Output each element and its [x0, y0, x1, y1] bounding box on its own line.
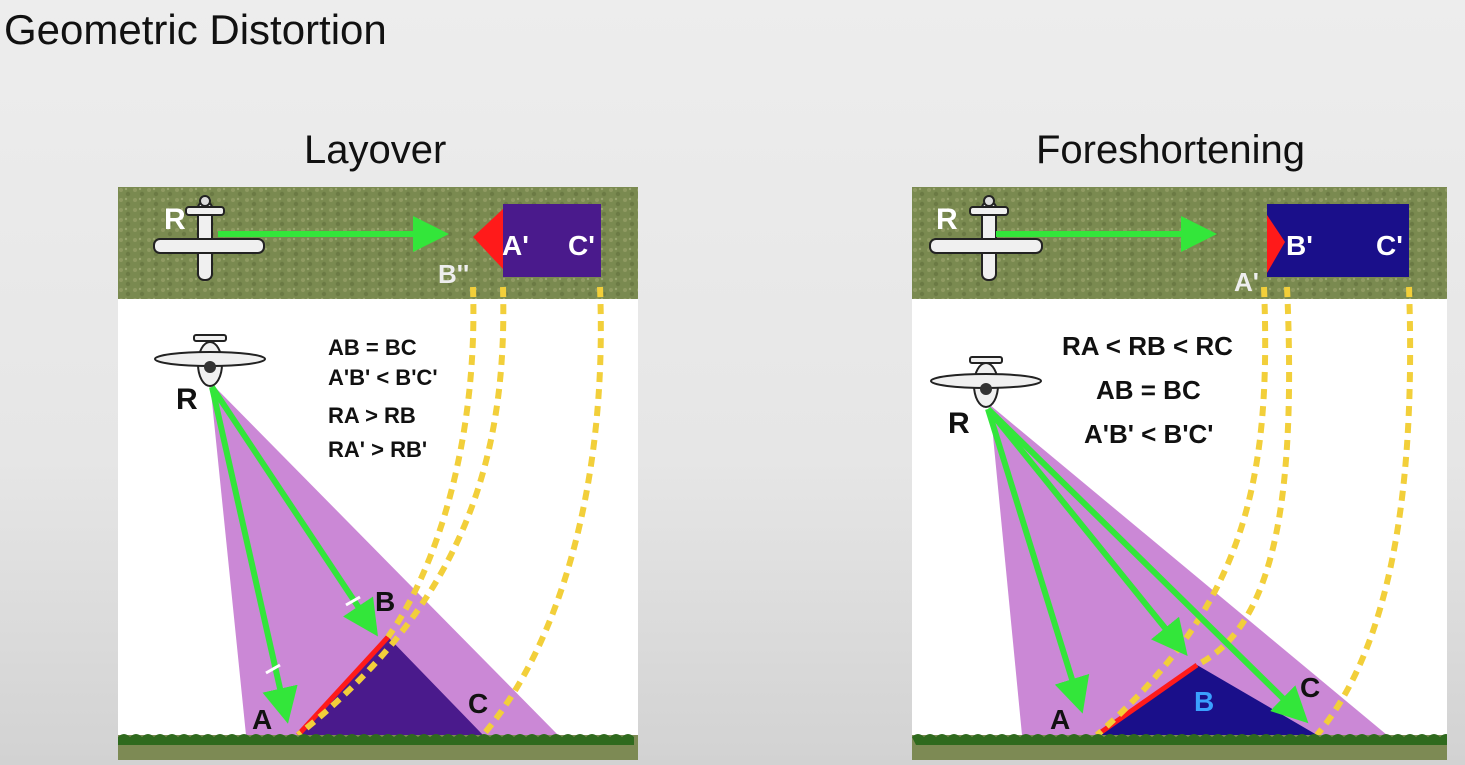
foreshortening-wedge-top — [1267, 215, 1285, 273]
top-label-b-double-prime: B'' — [438, 259, 469, 289]
tick-mark-a — [265, 663, 281, 675]
range-arrow-a — [209, 386, 298, 724]
equation-3: A'B' < B'C' — [1084, 419, 1213, 449]
top-label-r: R — [936, 203, 958, 236]
image-target — [503, 204, 601, 277]
equation-1: RA < RB < RC — [1062, 331, 1233, 361]
equation-3: RA > RB — [328, 403, 416, 428]
ground-label-b: B — [1194, 686, 1214, 717]
top-label-a-prime: A' — [1234, 267, 1259, 297]
top-label-c-prime: C' — [1376, 230, 1403, 261]
range-arrow-b — [985, 407, 1188, 656]
foreshortening-panel: R B' C' A' R RA < RB < RC AB = BC A'B' <… — [912, 187, 1451, 760]
range-arrow-a — [985, 408, 1090, 714]
grass-line — [912, 734, 1451, 745]
ground-target — [298, 637, 483, 735]
radar-beam — [990, 405, 1387, 735]
equation-2: AB = BC — [1096, 375, 1201, 405]
equation-4: RA' > RB' — [328, 437, 427, 462]
projection-arcs — [1095, 286, 1414, 738]
top-label-b-prime: B' — [1286, 230, 1313, 261]
ground-label-b: B — [375, 586, 395, 617]
plane-label-r: R — [176, 383, 198, 416]
grass-line — [114, 734, 634, 745]
plane-icon-top — [153, 195, 265, 281]
plane-icon-top — [929, 195, 1043, 281]
foreshortening-diagram: R B' C' A' R RA < RB < RC AB = BC A'B' <… — [912, 187, 1451, 760]
plane-icon-side — [154, 334, 266, 387]
ground-label-c: C — [468, 688, 488, 719]
image-target — [1267, 204, 1409, 277]
layover-diagram: R A' C' B'' R AB = BC A'B' < B'C' RA > R… — [114, 187, 638, 760]
ground-label-c: C — [1300, 672, 1320, 703]
equation-2: A'B' < B'C' — [328, 365, 438, 390]
foreshortening-title: Foreshortening — [1036, 128, 1306, 172]
top-label-a-prime: A' — [502, 230, 529, 261]
plane-icon-side — [930, 356, 1042, 408]
range-arrow-c — [985, 406, 1309, 724]
layover-panel: R A' C' B'' R AB = BC A'B' < B'C' RA > R… — [114, 187, 638, 760]
top-label-c-prime: C' — [568, 230, 595, 261]
ground-label-a: A — [1050, 704, 1070, 735]
tick-mark-b — [345, 595, 361, 607]
plane-label-r: R — [948, 407, 970, 440]
radar-beam — [210, 382, 558, 735]
page-title: Geometric Distortion — [4, 6, 387, 53]
layover-slope — [296, 635, 390, 737]
range-arrow-b — [209, 385, 378, 637]
projection-arcs — [296, 286, 604, 738]
ground-label-a: A — [252, 704, 272, 735]
layover-wedge-top — [473, 209, 503, 269]
layover-title: Layover — [304, 128, 447, 172]
equation-1: AB = BC — [328, 335, 417, 360]
ground-target — [1097, 665, 1317, 735]
top-label-r: R — [164, 203, 186, 236]
